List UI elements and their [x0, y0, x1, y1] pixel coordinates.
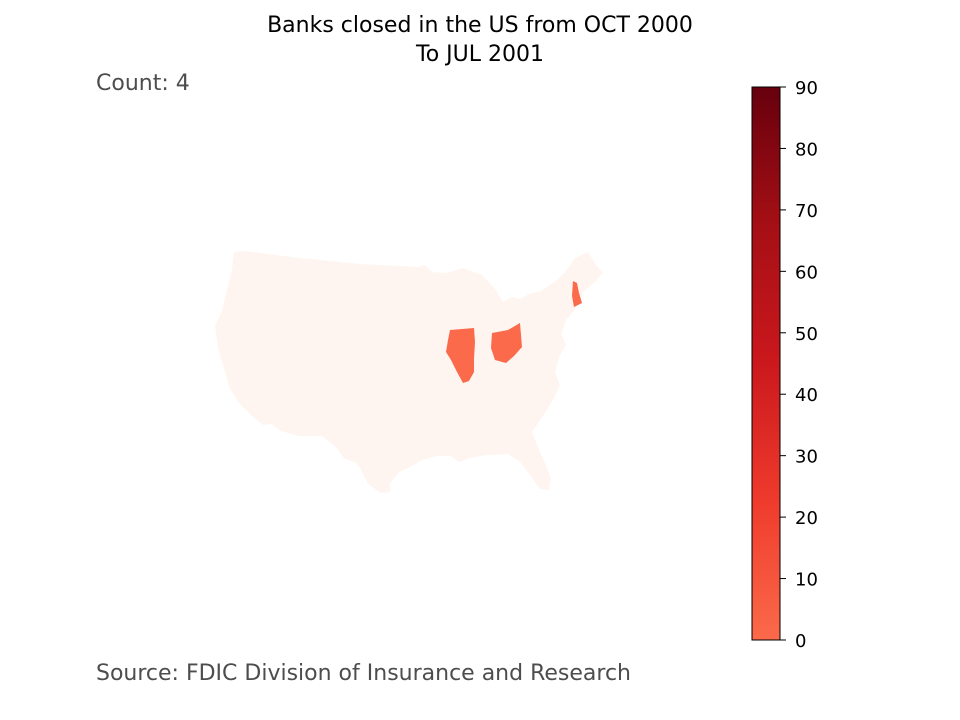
colorbar-tick-label: 30 [795, 447, 818, 468]
us-mainland [215, 251, 603, 493]
source-label: Source: FDIC Division of Insurance and R… [96, 661, 631, 686]
colorbar-gradient [751, 86, 781, 641]
colorbar-tick-label: 10 [795, 570, 818, 591]
state-ohio [491, 323, 522, 363]
colorbar-tick-label: 60 [795, 262, 818, 283]
colorbar-tick-label: 90 [795, 78, 818, 99]
us-map [215, 251, 603, 493]
colorbar-tick-label: 0 [795, 631, 806, 652]
colorbar-tick-label: 20 [795, 508, 818, 529]
state-illinois [446, 328, 475, 383]
colorbar-tick-label: 80 [795, 139, 818, 160]
colorbar-ticks: 0 10 20 30 40 50 60 70 80 90 [780, 78, 818, 652]
colorbar: 0 10 20 30 40 50 60 70 80 90 [751, 78, 818, 652]
colorbar-tick-label: 70 [795, 201, 818, 222]
chart-title-line-1: Banks closed in the US from OCT 2000 [267, 13, 693, 38]
colorbar-tick-label: 50 [795, 324, 818, 345]
colorbar-tick-label: 40 [795, 385, 818, 406]
chart-title-line-2: To JUL 2001 [415, 42, 544, 67]
count-label: Count: 4 [96, 71, 190, 96]
state-new-hampshire [572, 281, 582, 307]
